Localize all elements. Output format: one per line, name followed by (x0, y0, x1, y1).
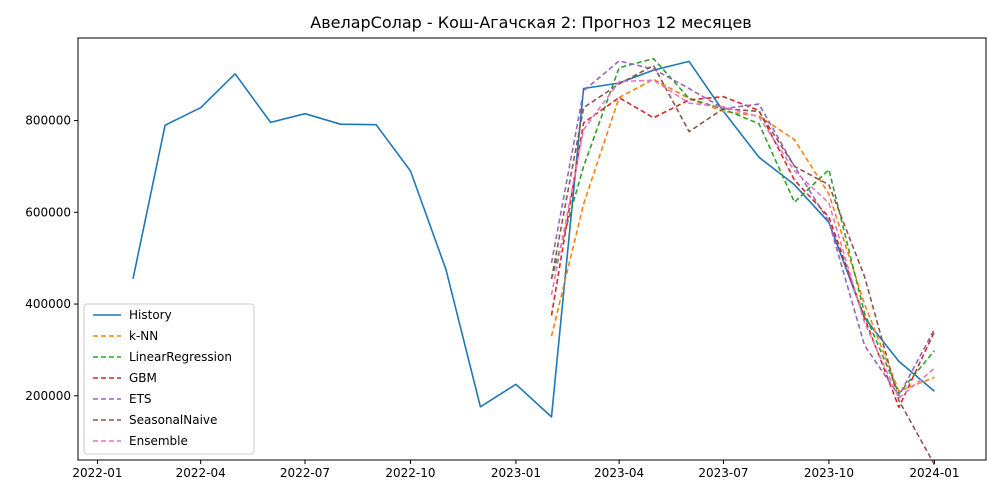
plot-frame (77, 37, 987, 461)
legend-frame (83, 303, 255, 455)
legend: History k-NN LinearRegression GBM ETS Seasona… (83, 303, 255, 455)
y-tick-label: 200000 (25, 389, 71, 403)
series-line-history (132, 60, 935, 418)
legend-label: GBM (129, 371, 157, 385)
legend-label: History (129, 308, 172, 322)
chart-title: АвеларСолар - Кош-Агачская 2: Прогноз 12… (310, 13, 751, 32)
legend-label: ETS (129, 392, 152, 406)
x-axis: 2022-01 2022-04 2022-07 2022-10 2023-01 2023-… (72, 460, 959, 480)
y-tick-label: 600000 (25, 205, 71, 219)
x-tick-label: 2023-10 (804, 466, 854, 480)
legend-label: LinearRegression (129, 350, 232, 364)
x-tick-label: 2023-01 (491, 466, 541, 480)
y-tick-label: 400000 (25, 297, 71, 311)
series-layer (132, 57, 936, 465)
series-line-seasonalnaive (550, 64, 936, 465)
y-axis: 200000 400000 600000 800000 (25, 114, 78, 403)
series-line-ensemble (550, 79, 935, 399)
y-tick-label: 800000 (25, 114, 71, 128)
legend-label: k-NN (129, 329, 158, 343)
series-line-k-nn (550, 78, 935, 393)
x-tick-label: 2023-04 (594, 466, 644, 480)
x-tick-label: 2022-10 (385, 466, 435, 480)
x-tick-label: 2022-07 (280, 466, 330, 480)
x-tick-label: 2024-01 (909, 466, 959, 480)
x-tick-label: 2022-04 (176, 466, 226, 480)
series-line-gbm (550, 95, 936, 409)
series-line-ets (550, 60, 936, 397)
legend-label: SeasonalNaive (129, 413, 217, 427)
series-line-linearregression (550, 57, 936, 395)
x-tick-label: 2022-01 (72, 466, 122, 480)
legend-label: Ensemble (129, 434, 188, 448)
x-tick-label: 2023-07 (698, 466, 748, 480)
